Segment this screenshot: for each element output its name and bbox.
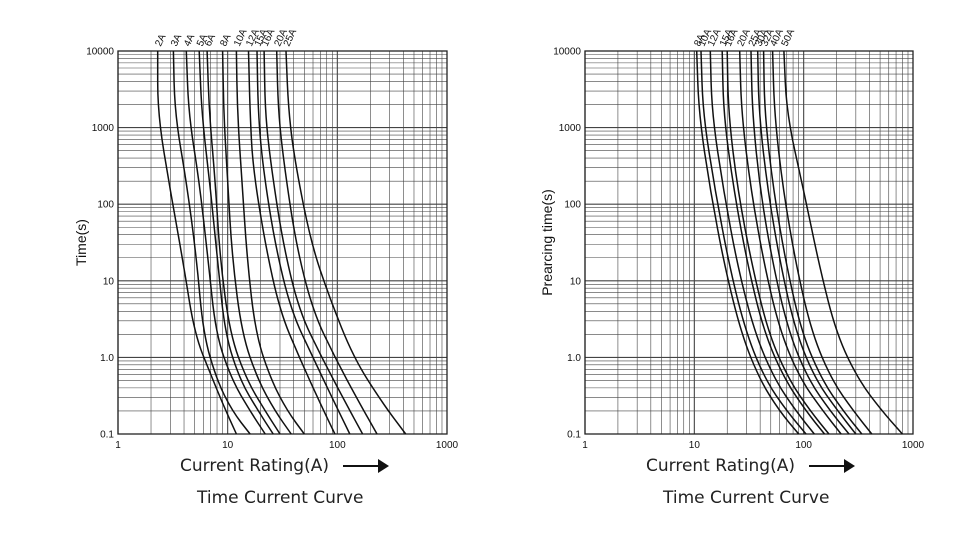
chart-right-x-axis-label: Current Rating(A) [646,456,795,476]
chart-right-x-tick-label: 10 [689,440,701,451]
chart-left-x-tick-label: 10 [222,440,234,451]
chart-right-series-10a-line [700,50,807,435]
chart-right-y-tick-label: 10 [570,276,582,287]
chart-left-series-6a-line [206,50,281,435]
chart-left-series-label: 2A [153,32,168,48]
chart-left-y-tick-label: 10000 [86,47,114,58]
chart-left-x-tick-label: 1000 [436,440,459,451]
chart-right-x-tick-label: 1 [582,440,588,451]
chart-left-y-tick-label: 10 [103,276,115,287]
chart-left-x-axis-label-wrap: Current Rating(A) [180,456,389,476]
chart-left-y-tick-label: 1000 [92,123,115,134]
chart-right-series-group [695,50,903,435]
chart-right-series-30a-line [756,50,857,435]
chart-left-series-2a-line [156,51,238,435]
chart-right-y-tick-label: 1000 [559,123,582,134]
chart-right-x-tick-label: 1000 [902,440,925,451]
chart-left-x-axis-label: Current Rating(A) [180,456,329,476]
chart-left-title: Time Current Curve [197,488,364,508]
chart-right-series-15a-line [721,50,826,435]
chart-left-series-10a-line [235,50,305,435]
chart-left-series-4a-line [185,50,266,435]
chart-left-series-label: 6A [203,32,218,48]
chart-right-frame [584,50,914,435]
chart-right-title: Time Current Curve [663,488,830,508]
chart-right-y-tick-label: 0.1 [567,430,581,441]
chart-right-y-axis-label: Prearcing time(s) [539,189,555,296]
chart-right-series-label: 8A [692,32,707,48]
chart-right-series-32a-line [762,50,863,435]
chart-left-series-label: 8A [218,32,233,48]
chart-right-series-8a-line [695,50,800,435]
chart-right-x-axis-label-wrap: Current Rating(A) [646,456,855,476]
chart-left-y-tick-label: 0.1 [100,430,114,441]
chart-left-series-5a-line [198,50,274,435]
chart-right-y-tick-label: 1.0 [567,353,581,364]
chart-left-x-tick-label: 1 [115,440,121,451]
chart-left-series-label: 3A [169,32,184,48]
chart-right-y-tick-label: 10000 [553,47,581,58]
chart-left-y-axis-label: Time(s) [73,219,89,266]
chart-left-series-3a-line [172,50,251,435]
chart-left-x-tick-label: 100 [329,440,346,451]
chart-right-series-12a-line [709,50,815,435]
chart-left-series-15a-line [256,50,351,435]
chart-left-series-8a-line [221,50,292,435]
chart-left-series-25a-line [285,50,407,435]
arrow-right-icon [808,459,855,473]
chart-left-series-label: 5A [195,32,210,48]
chart-right-grid [584,51,913,435]
chart-left-series-16a-line [263,50,364,435]
chart-right-x-tick-label: 100 [795,440,812,451]
chart-right-series-40a-line [771,50,873,435]
chart-right-series-50a-line [783,50,903,435]
chart-left-series-12a-line [247,50,336,435]
chart-left-y-tick-label: 1.0 [100,353,114,364]
chart-right-series-label: 50A [780,27,798,48]
chart-left-frame [117,50,448,435]
chart-left-grid [117,51,447,435]
chart-right-series-25a-line [750,50,850,435]
chart-left-series-group [156,50,407,435]
chart-right-y-tick-label: 100 [564,200,581,211]
chart-left-series-label: 4A [182,32,197,48]
arrow-right-icon [342,459,389,473]
chart-right-series-16a-line [726,50,830,435]
chart-left-y-tick-label: 100 [97,200,114,211]
chart-right-series-20a-line [738,50,842,435]
chart-left-series-20a-line [275,50,378,435]
